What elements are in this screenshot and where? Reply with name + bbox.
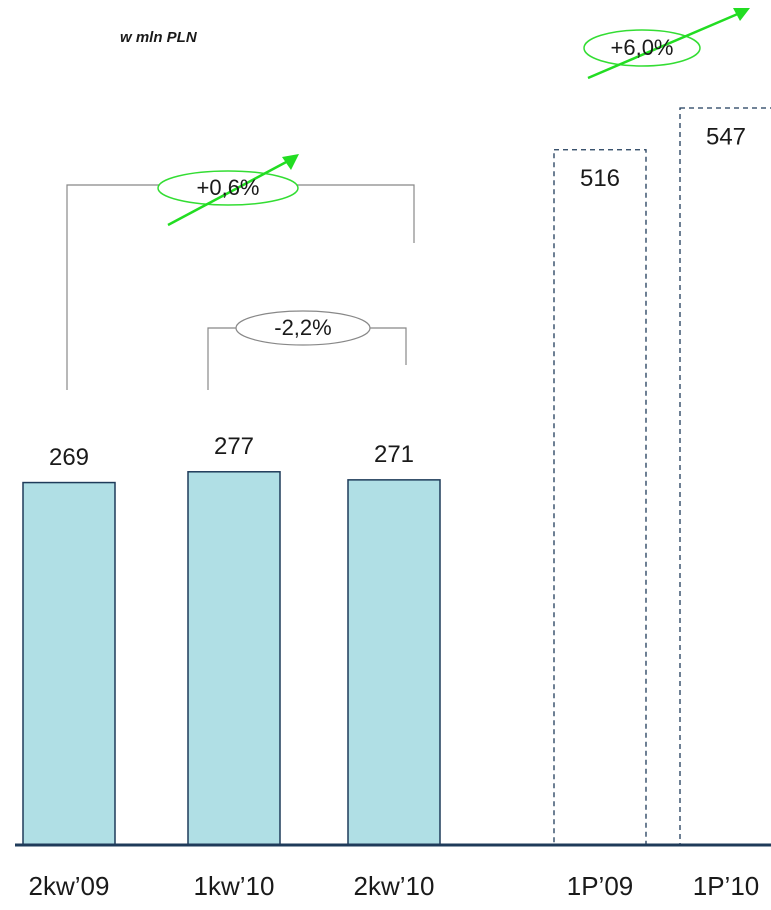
bar	[679, 107, 771, 846]
badge	[235, 310, 371, 346]
bar	[187, 471, 281, 846]
x-tick-label: 1P’10	[693, 871, 760, 901]
value-label: 547	[706, 123, 746, 150]
bar	[22, 481, 116, 846]
subtitle: w mln PLN	[120, 29, 198, 46]
arrow	[167, 158, 291, 227]
value-label: 271	[374, 441, 414, 468]
value-label: 277	[214, 433, 254, 460]
x-tick-label: 1kw’10	[194, 871, 275, 901]
annotation: +6,0%	[611, 35, 674, 60]
badge	[157, 170, 299, 206]
x-tick-label: 2kw’09	[29, 871, 110, 901]
arrow	[587, 11, 741, 80]
value-label: 516	[580, 165, 620, 192]
arrow-head	[733, 8, 750, 21]
badge	[583, 29, 701, 67]
annotation: +0,6%	[197, 175, 260, 200]
value-label: 269	[49, 444, 89, 471]
bar	[347, 479, 441, 846]
bracket	[66, 184, 415, 390]
arrow-head	[282, 154, 299, 170]
x-tick-label: 2kw’10	[354, 871, 435, 901]
x-tick-label: 1P’09	[567, 871, 634, 901]
annotation: -2,2%	[274, 315, 331, 340]
bar	[553, 149, 647, 846]
